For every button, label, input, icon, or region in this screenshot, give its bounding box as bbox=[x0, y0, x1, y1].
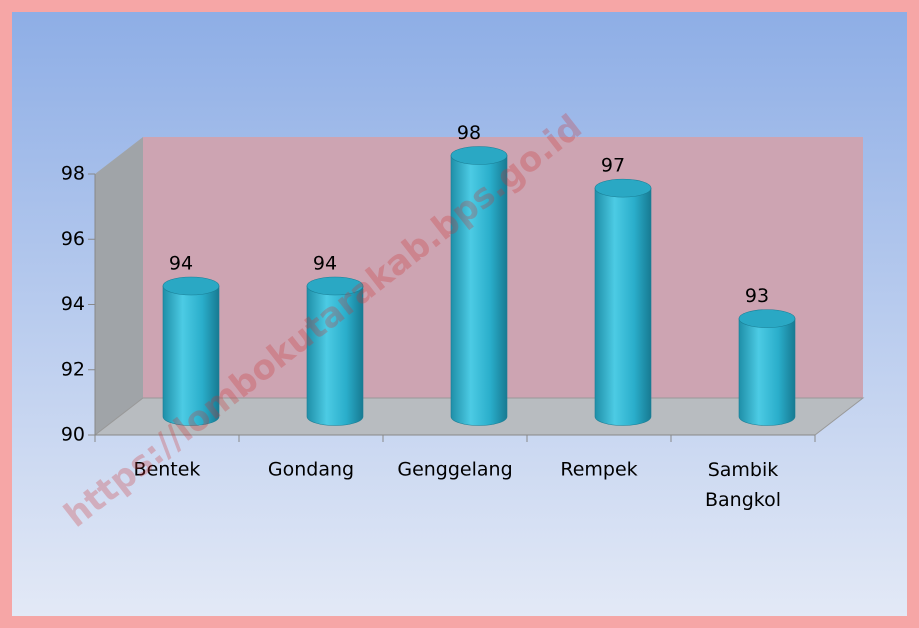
bar bbox=[450, 146, 508, 426]
plot-area: 90 92 94 96 98 Bentek 94 Gondang 94 Genggelang 98 R… bbox=[61, 122, 865, 511]
bar-top bbox=[450, 146, 508, 165]
side-wall bbox=[95, 137, 143, 435]
bar-body bbox=[738, 318, 796, 426]
x-tick-label: Genggelang bbox=[397, 459, 512, 481]
bar-body bbox=[594, 187, 652, 426]
bar bbox=[306, 276, 364, 426]
bar-top bbox=[738, 309, 796, 328]
bar-body bbox=[162, 285, 220, 426]
x-tick-label: Bentek bbox=[134, 459, 201, 481]
x-tick-label: Rempek bbox=[560, 459, 637, 481]
data-label: 93 bbox=[745, 285, 769, 307]
bar bbox=[162, 276, 220, 426]
x-tick-label: Sambik Bangkol bbox=[705, 459, 781, 511]
data-label: 97 bbox=[601, 155, 625, 177]
bar-top bbox=[162, 276, 220, 296]
data-label: 98 bbox=[457, 122, 481, 144]
y-tick-label: 96 bbox=[61, 228, 85, 250]
y-tick-label: 98 bbox=[61, 163, 85, 185]
y-tick-label: 92 bbox=[61, 358, 85, 380]
bar bbox=[594, 178, 652, 426]
data-label: 94 bbox=[169, 253, 193, 275]
x-tick-label: Gondang bbox=[268, 459, 354, 481]
bar-top bbox=[306, 276, 364, 296]
y-tick-label: 94 bbox=[61, 293, 85, 315]
bar bbox=[738, 309, 796, 426]
bar-body bbox=[306, 285, 364, 426]
bar-top bbox=[594, 178, 652, 198]
y-tick-label: 90 bbox=[61, 424, 85, 446]
bar-body bbox=[450, 155, 508, 426]
data-label: 94 bbox=[313, 253, 337, 275]
